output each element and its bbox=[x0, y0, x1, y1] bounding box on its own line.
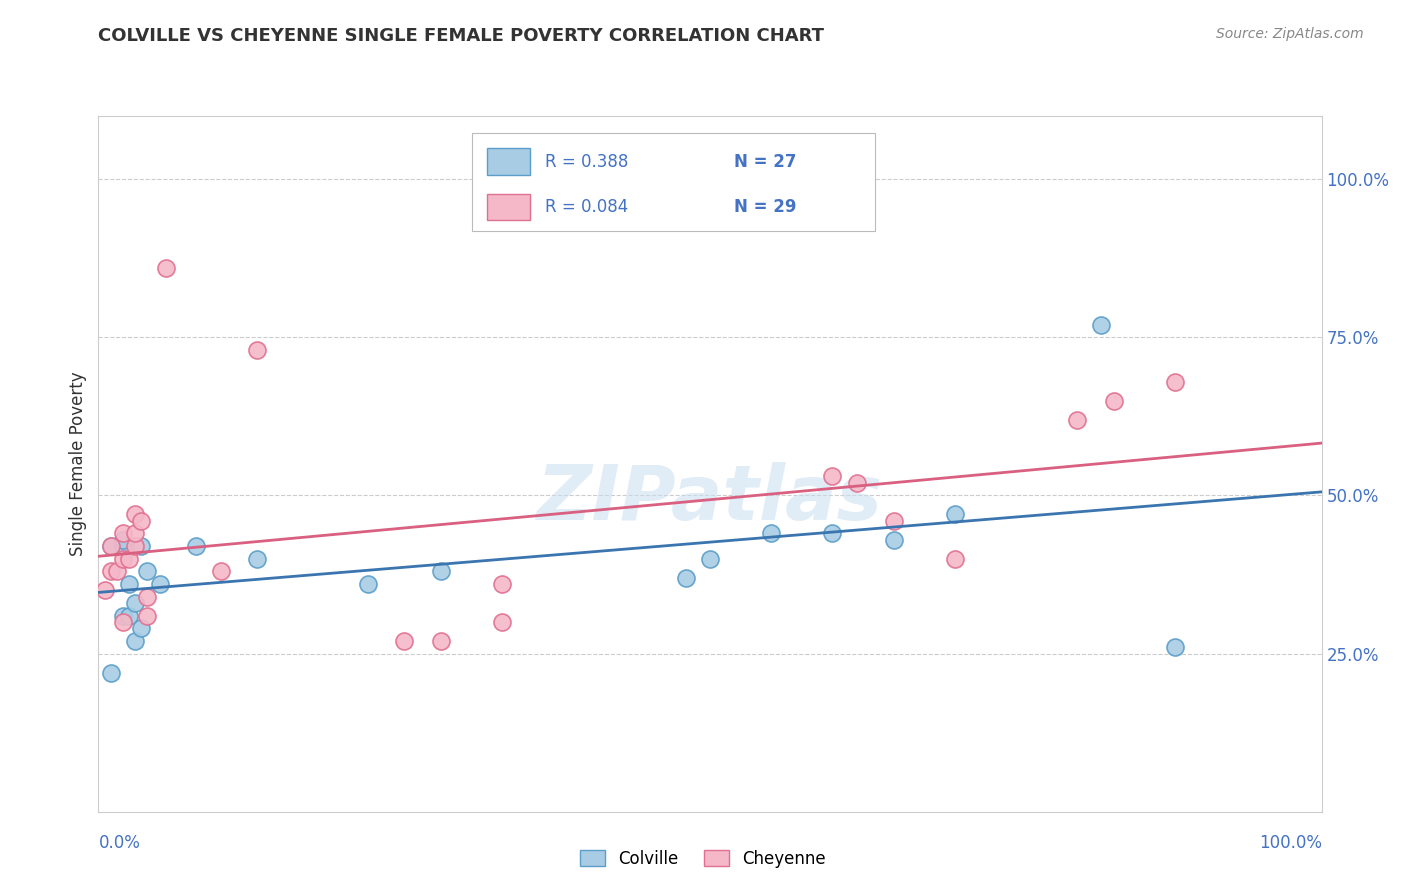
Point bbox=[392, 634, 416, 648]
Point bbox=[699, 551, 721, 566]
Text: 100.0%: 100.0% bbox=[1258, 834, 1322, 852]
Point bbox=[430, 565, 453, 579]
FancyBboxPatch shape bbox=[488, 148, 530, 175]
Text: COLVILLE VS CHEYENNE SINGLE FEMALE POVERTY CORRELATION CHART: COLVILLE VS CHEYENNE SINGLE FEMALE POVER… bbox=[98, 27, 824, 45]
Text: N = 27: N = 27 bbox=[734, 153, 797, 170]
Point bbox=[155, 260, 177, 275]
Point bbox=[100, 665, 122, 680]
Point bbox=[100, 539, 122, 553]
Point bbox=[100, 539, 122, 553]
Legend: Colville, Cheyenne: Colville, Cheyenne bbox=[574, 844, 832, 875]
Point bbox=[430, 634, 453, 648]
Point bbox=[93, 583, 115, 598]
Point bbox=[111, 615, 134, 629]
Point bbox=[246, 551, 269, 566]
Point bbox=[124, 596, 146, 610]
Point bbox=[136, 590, 159, 604]
Point bbox=[111, 608, 134, 623]
FancyBboxPatch shape bbox=[471, 134, 875, 231]
Point bbox=[111, 526, 134, 541]
Point bbox=[246, 343, 269, 357]
Text: N = 29: N = 29 bbox=[734, 198, 797, 216]
Point bbox=[124, 539, 146, 553]
Point bbox=[136, 608, 159, 623]
Point bbox=[943, 551, 966, 566]
Point bbox=[491, 615, 513, 629]
Point bbox=[943, 508, 966, 522]
Point bbox=[821, 469, 844, 483]
Point bbox=[111, 533, 134, 547]
Point bbox=[118, 551, 141, 566]
Point bbox=[124, 508, 146, 522]
Text: 0.0%: 0.0% bbox=[98, 834, 141, 852]
Point bbox=[105, 565, 128, 579]
Point bbox=[845, 475, 868, 490]
Point bbox=[111, 539, 134, 553]
FancyBboxPatch shape bbox=[488, 194, 530, 220]
Point bbox=[129, 621, 152, 635]
Point bbox=[118, 608, 141, 623]
Point bbox=[136, 565, 159, 579]
Point bbox=[821, 526, 844, 541]
Point bbox=[124, 634, 146, 648]
Point bbox=[1090, 318, 1112, 332]
Point bbox=[111, 551, 134, 566]
Point bbox=[209, 565, 232, 579]
Point bbox=[149, 577, 172, 591]
Point bbox=[124, 526, 146, 541]
Point bbox=[1164, 640, 1187, 655]
Point bbox=[356, 577, 378, 591]
Point bbox=[675, 571, 697, 585]
Text: Source: ZipAtlas.com: Source: ZipAtlas.com bbox=[1216, 27, 1364, 41]
Y-axis label: Single Female Poverty: Single Female Poverty bbox=[69, 372, 87, 556]
Point bbox=[1102, 393, 1125, 408]
Point bbox=[129, 539, 152, 553]
Point bbox=[883, 514, 905, 528]
Point bbox=[186, 539, 208, 553]
Text: ZIPatlas: ZIPatlas bbox=[537, 462, 883, 535]
Point bbox=[883, 533, 905, 547]
Point bbox=[118, 577, 141, 591]
Point bbox=[491, 577, 513, 591]
Point bbox=[1164, 375, 1187, 389]
Point bbox=[1066, 412, 1088, 426]
Point bbox=[129, 514, 152, 528]
Point bbox=[100, 565, 122, 579]
Text: R = 0.084: R = 0.084 bbox=[546, 198, 628, 216]
Point bbox=[761, 526, 783, 541]
Text: R = 0.388: R = 0.388 bbox=[546, 153, 628, 170]
